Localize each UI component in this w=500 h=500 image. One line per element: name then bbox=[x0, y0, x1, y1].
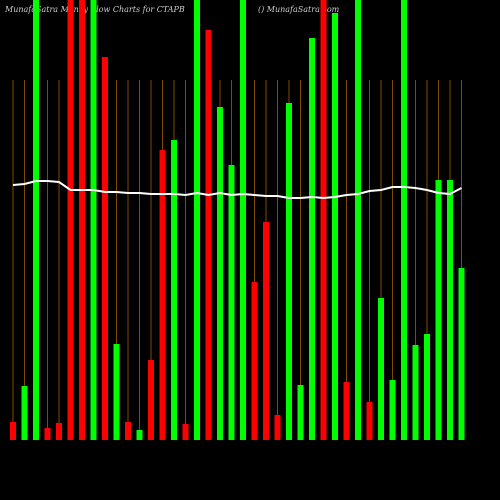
bar bbox=[194, 0, 200, 440]
bar bbox=[240, 0, 246, 440]
bar bbox=[44, 428, 51, 440]
bar bbox=[263, 222, 269, 440]
bar bbox=[401, 0, 407, 440]
bar bbox=[343, 382, 350, 440]
bar bbox=[125, 422, 131, 440]
bar bbox=[136, 430, 143, 440]
bar bbox=[378, 298, 384, 440]
bar bbox=[205, 30, 212, 440]
bar bbox=[217, 107, 223, 440]
bar bbox=[182, 424, 189, 440]
bar bbox=[389, 380, 396, 440]
bar bbox=[424, 334, 430, 440]
flow-line bbox=[12, 180, 462, 200]
bar bbox=[21, 386, 28, 440]
bar bbox=[67, 0, 74, 440]
bar bbox=[251, 282, 258, 440]
bar bbox=[10, 422, 16, 440]
chart-subtitle: () MunafaSatra.com bbox=[258, 5, 340, 14]
bar bbox=[297, 385, 304, 440]
bar bbox=[113, 344, 120, 440]
bar bbox=[458, 268, 465, 440]
bar bbox=[148, 360, 154, 440]
bar bbox=[286, 103, 292, 440]
bar bbox=[274, 415, 281, 440]
bar bbox=[228, 165, 235, 440]
bar bbox=[412, 345, 419, 440]
bar bbox=[355, 0, 361, 440]
bar bbox=[33, 0, 39, 440]
bar bbox=[79, 0, 85, 440]
bar bbox=[102, 57, 108, 440]
bar bbox=[320, 0, 327, 440]
bar bbox=[447, 180, 453, 440]
bar bbox=[332, 13, 338, 440]
bar bbox=[435, 180, 442, 440]
bar bbox=[171, 140, 177, 440]
bar bbox=[159, 150, 166, 440]
bar bbox=[309, 38, 315, 440]
bar bbox=[56, 423, 62, 440]
bar bbox=[366, 402, 373, 440]
bar bbox=[90, 0, 97, 440]
